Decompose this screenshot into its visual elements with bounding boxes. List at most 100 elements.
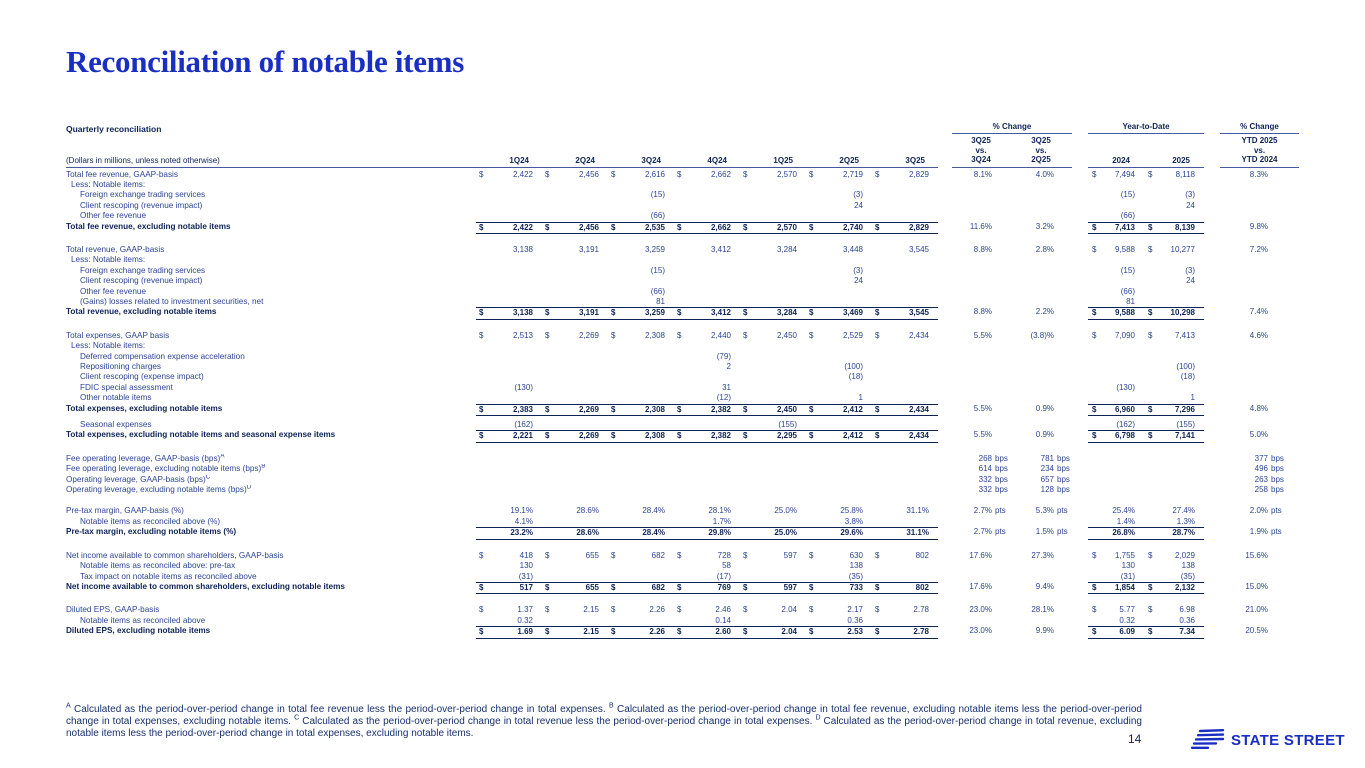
table-row: Less: Notable items: (66, 180, 1299, 190)
cell-1q24 (476, 341, 542, 351)
unit-suffix (992, 211, 1008, 221)
dollar-sign: $ (743, 308, 748, 318)
cell-2q25 (806, 352, 872, 362)
unit-suffix: pts (1057, 527, 1068, 537)
cell-2q24 (542, 180, 608, 190)
cell-chg-3q25-vs-3q24 (952, 266, 1010, 276)
cell-ytd-2024: $7,413 (1088, 221, 1144, 234)
dollar-sign: $ (875, 582, 880, 592)
cell-2q25: 3.8% (806, 517, 872, 527)
cell-value: 8.8% (973, 244, 992, 254)
cell-value: 2,308 (644, 330, 665, 340)
cell-1q25 (740, 287, 806, 297)
cell-1q24: $2,383 (476, 403, 542, 417)
cell-ytd-2024 (1088, 255, 1144, 265)
cell-4q24: $2,440 (674, 331, 740, 341)
unit-suffix: bps (1271, 464, 1284, 474)
cell-chg-3q25-vs-2q25: 4.0% (1010, 170, 1072, 180)
cell-1q25 (740, 255, 806, 265)
cell-3q24: $682 (608, 581, 674, 595)
row-label: (Gains) losses related to investment sec… (80, 296, 264, 306)
cell-chg-ytd-2025-vs-ytd-2024 (1220, 287, 1299, 297)
cell-3q25 (872, 464, 938, 474)
cell-4q24: 31 (674, 383, 740, 393)
cell-2q24 (542, 517, 608, 527)
table-group-header-row: Quarterly reconciliation % Change Year-t… (66, 122, 1299, 134)
dollar-sign: $ (743, 330, 748, 340)
cell-value: (162) (1116, 420, 1135, 430)
table-row: Client rescoping (revenue impact) 24 24 (66, 276, 1299, 286)
cell-chg-3q25-vs-2q25: 27.3% (1010, 551, 1072, 561)
cell-value: 2,434 (908, 330, 929, 340)
cell-value: 655 (585, 582, 599, 592)
cell-ytd-2024 (1088, 352, 1144, 362)
cell-value: 2.78 (913, 627, 929, 637)
dollar-sign: $ (479, 404, 484, 414)
cell-4q24: 58 (674, 561, 740, 571)
cell-3q24: $2,308 (608, 331, 674, 341)
unit-suffix (992, 605, 1008, 615)
cell-2q25: 25.8% (806, 506, 872, 516)
dollar-sign: $ (479, 330, 484, 340)
cell-3q24 (608, 517, 674, 527)
cell-value: 728 (717, 550, 731, 560)
unit-suffix: bps (995, 464, 1008, 474)
cell-value: (66) (650, 286, 665, 296)
cell-value: 3,412 (710, 308, 731, 318)
cell-chg-3q25-vs-3q24 (952, 372, 1010, 382)
cell-4q24: $769 (674, 581, 740, 595)
cell-ytd-2024: 0.32 (1088, 616, 1144, 626)
cell-value: 3,138 (512, 244, 533, 254)
cell-1q24 (476, 464, 542, 474)
cell-value: 2.04 (781, 605, 797, 615)
table-body: Total fee revenue, GAAP-basis $2,422 $2,45… (66, 170, 1299, 639)
dollar-sign: $ (1148, 404, 1153, 414)
dollar-sign: $ (1092, 582, 1097, 592)
cell-value: 802 (915, 582, 929, 592)
cell-value: 2,132 (1174, 582, 1195, 592)
cell-1q25 (740, 297, 806, 307)
cell-3q25 (872, 352, 938, 362)
cell-1q24 (476, 352, 542, 362)
cell-4q24: 29.8% (674, 527, 740, 540)
table-spacer (66, 443, 1299, 454)
cell-ytd-2025: 1.3% (1144, 517, 1204, 527)
dollar-sign: $ (611, 404, 616, 414)
dollar-sign: $ (677, 169, 682, 179)
dollar-sign: $ (677, 330, 682, 340)
chg-col1-header: 3Q25 vs. 3Q24 (952, 136, 1010, 168)
cell-ytd-2024 (1088, 362, 1144, 372)
unit-suffix (1054, 297, 1070, 307)
cell-ytd-2024 (1088, 454, 1144, 464)
cell-1q25 (740, 454, 806, 464)
cell-value: 655 (585, 550, 599, 560)
cell-1q25 (740, 352, 806, 362)
dollar-sign: $ (611, 627, 616, 637)
cell-value: 802 (915, 550, 929, 560)
cell-ytd-2024: 1.4% (1088, 517, 1144, 527)
dollar-sign: $ (611, 330, 616, 340)
cell-chg-3q25-vs-3q24 (952, 276, 1010, 286)
cell-chg-3q25-vs-2q25 (1010, 352, 1072, 362)
cell-value: 5.77 (1119, 605, 1135, 615)
cell-2q24 (542, 341, 608, 351)
unit-suffix (992, 362, 1008, 372)
cell-value: 1 (858, 393, 863, 403)
cell-2q24 (542, 572, 608, 582)
cell-1q25 (740, 561, 806, 571)
cell-value: 6,798 (1114, 431, 1135, 441)
cell-value: (155) (778, 420, 797, 430)
unit-suffix (1054, 190, 1070, 200)
dollar-sign: $ (479, 169, 484, 179)
cell-2q24 (542, 287, 608, 297)
cell-value: 10,277 (1170, 244, 1195, 254)
cell-chg-ytd-2025-vs-ytd-2024 (1220, 180, 1299, 190)
cell-1q25 (740, 464, 806, 474)
cell-value: 332 (978, 485, 992, 495)
table-row: Operating leverage, GAAP-basis (bps)C 332… (66, 475, 1299, 485)
cell-1q24: 19.1% (476, 506, 542, 516)
cell-value: 517 (519, 582, 533, 592)
cell-1q24: $3,138 (476, 307, 542, 320)
unit-suffix (1268, 626, 1287, 638)
cell-ytd-2024 (1088, 201, 1144, 211)
